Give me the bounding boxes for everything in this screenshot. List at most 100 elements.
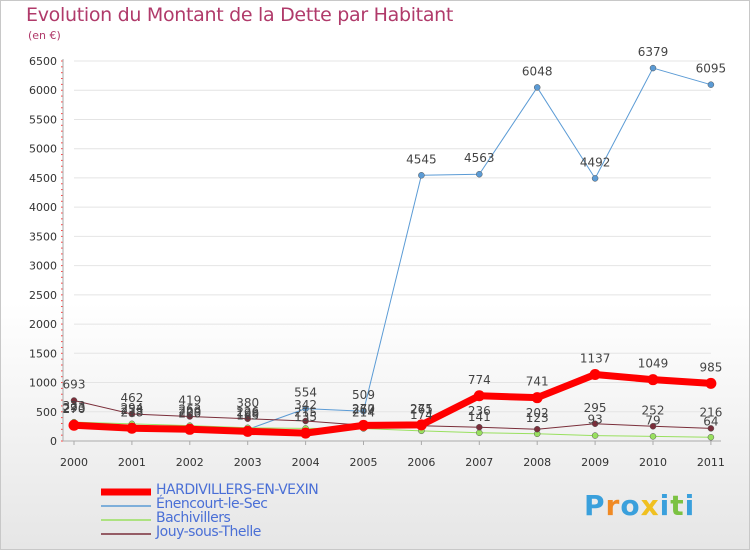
x-tick-label: 2006 (407, 456, 435, 469)
data-label: 6048 (522, 64, 553, 78)
proxiti-logo: Proxiti (584, 489, 695, 522)
data-label: 252 (642, 403, 665, 417)
x-tick-label: 2002 (176, 456, 204, 469)
data-label: 6379 (638, 45, 669, 59)
y-tick-label: 2500 (29, 289, 57, 302)
x-tick-label: 2000 (60, 456, 88, 469)
legend-swatch-bachivillers (101, 519, 151, 521)
data-label: 93 (587, 413, 602, 427)
x-tick-label: 2004 (292, 456, 320, 469)
data-label: 64 (703, 414, 718, 428)
series-point-1 (418, 172, 425, 179)
series-point-3 (591, 420, 599, 428)
logo-letter: i (659, 489, 671, 522)
series-line-2 (73, 421, 712, 438)
data-label: 198 (236, 406, 259, 420)
y-tick-label: 1000 (29, 377, 57, 390)
data-label: 741 (526, 375, 549, 389)
series-point-1 (533, 84, 541, 91)
series-point-3 (707, 425, 715, 432)
series-point-1 (649, 64, 657, 72)
series-point-1 (476, 170, 483, 178)
data-label: 123 (526, 411, 549, 425)
series-point-1 (360, 407, 367, 415)
y-tick-label: 1500 (29, 347, 57, 360)
chart-subtitle: (en €) (28, 29, 61, 42)
data-label: 509 (352, 388, 375, 402)
data-label: 202 (526, 406, 549, 420)
series-point-1 (591, 175, 599, 182)
series-point-2 (591, 432, 599, 439)
line-chart: 0 500 1000 1500 2000 2500 3000 3500 4000 4500 5000… (29, 45, 726, 469)
data-label: 462 (120, 391, 143, 405)
legend-swatch-enencourt (101, 505, 151, 507)
data-label: 294 (120, 401, 143, 415)
x-tick-label: 2010 (639, 456, 667, 469)
series-point-0 (358, 419, 369, 431)
series-point-3 (128, 410, 136, 418)
series-point-0 (531, 392, 543, 404)
series-line-0 (70, 371, 715, 437)
data-label: 141 (468, 410, 491, 424)
data-label: 214 (352, 405, 375, 419)
chart-title: Evolution du Montant de la Dette par Hab… (26, 4, 454, 26)
x-tick-label: 2003 (234, 456, 262, 469)
series-point-1 (302, 405, 309, 412)
series-point-1 (707, 81, 715, 88)
series-point-0 (705, 377, 717, 389)
x-tick-label: 2008 (523, 456, 551, 469)
series-point-3 (70, 397, 78, 404)
data-label: 165 (236, 408, 259, 422)
data-label: 261 (410, 403, 433, 417)
data-label: 293 (63, 401, 86, 415)
data-label: 554 (294, 386, 317, 400)
logo-letter: x (640, 489, 660, 522)
series-point-2 (476, 429, 483, 437)
legend-label-bachivillers: Bachivillers (156, 510, 231, 526)
y-tick-label: 0 (50, 435, 57, 448)
data-label: 226 (236, 405, 259, 419)
series-point-0 (473, 390, 485, 402)
legend-swatch-hardivillers (101, 488, 151, 496)
data-label: 4545 (406, 152, 437, 166)
data-label: 236 (468, 404, 491, 418)
data-label: 218 (120, 405, 143, 419)
data-label: 1137 (580, 352, 611, 366)
legend-label-jouy: Jouy-sous-Thelle (156, 524, 261, 540)
data-label: 693 (63, 377, 86, 391)
legend-swatch-jouy (101, 533, 151, 535)
data-label: 135 (294, 410, 317, 424)
data-label: 295 (584, 401, 607, 415)
data-label: 174 (410, 408, 433, 422)
data-label: 215 (294, 405, 317, 419)
series-point-3 (649, 423, 657, 430)
y-tick-label: 4500 (29, 172, 57, 185)
data-label: 1049 (638, 357, 669, 371)
series-point-0 (184, 423, 196, 435)
logo-letter: t (670, 489, 685, 522)
data-label: 267 (352, 402, 375, 416)
y-tick-label: 6500 (29, 55, 57, 68)
x-tick-label: 2007 (465, 456, 493, 469)
logo-letter: o (620, 489, 641, 522)
data-label: 270 (352, 402, 375, 416)
y-tick-label: 500 (36, 406, 57, 419)
logo-letter: i (684, 489, 696, 522)
series-point-0 (647, 374, 659, 386)
series-point-0 (242, 425, 254, 437)
data-label: 774 (468, 373, 491, 387)
series-point-0 (300, 427, 312, 439)
data-label: 4563 (464, 151, 495, 165)
data-label: 253 (120, 403, 143, 417)
y-tick-label: 6000 (29, 84, 57, 97)
y-tick-label: 3000 (29, 260, 57, 273)
series-point-0 (415, 419, 427, 431)
data-label: 380 (236, 396, 259, 410)
logo-letter: r (605, 489, 621, 522)
data-label: 263 (178, 403, 201, 417)
logo-letter: P (584, 489, 606, 522)
data-label: 4492 (580, 155, 611, 169)
series-point-3 (186, 413, 194, 420)
series-point-0 (68, 419, 80, 431)
